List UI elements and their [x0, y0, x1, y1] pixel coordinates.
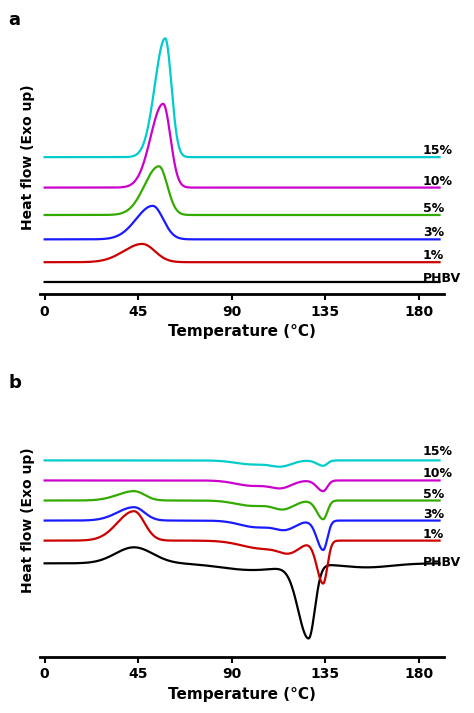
Text: 5%: 5%	[423, 488, 444, 501]
X-axis label: Temperature (°C): Temperature (°C)	[168, 687, 316, 702]
Text: 15%: 15%	[423, 445, 453, 458]
Y-axis label: Heat flow (Exo up): Heat flow (Exo up)	[21, 447, 35, 593]
X-axis label: Temperature (°C): Temperature (°C)	[168, 324, 316, 339]
Text: 10%: 10%	[423, 468, 453, 481]
Text: PHBV: PHBV	[423, 555, 461, 569]
Text: 10%: 10%	[423, 175, 453, 188]
Text: 15%: 15%	[423, 144, 453, 157]
Text: 1%: 1%	[423, 250, 444, 262]
Y-axis label: Heat flow (Exo up): Heat flow (Exo up)	[21, 84, 35, 230]
Text: PHBV: PHBV	[423, 272, 461, 285]
Text: 3%: 3%	[423, 226, 444, 240]
Text: 1%: 1%	[423, 528, 444, 540]
Text: b: b	[8, 374, 21, 392]
Text: 5%: 5%	[423, 202, 444, 215]
Text: 3%: 3%	[423, 508, 444, 520]
Text: a: a	[8, 11, 20, 29]
